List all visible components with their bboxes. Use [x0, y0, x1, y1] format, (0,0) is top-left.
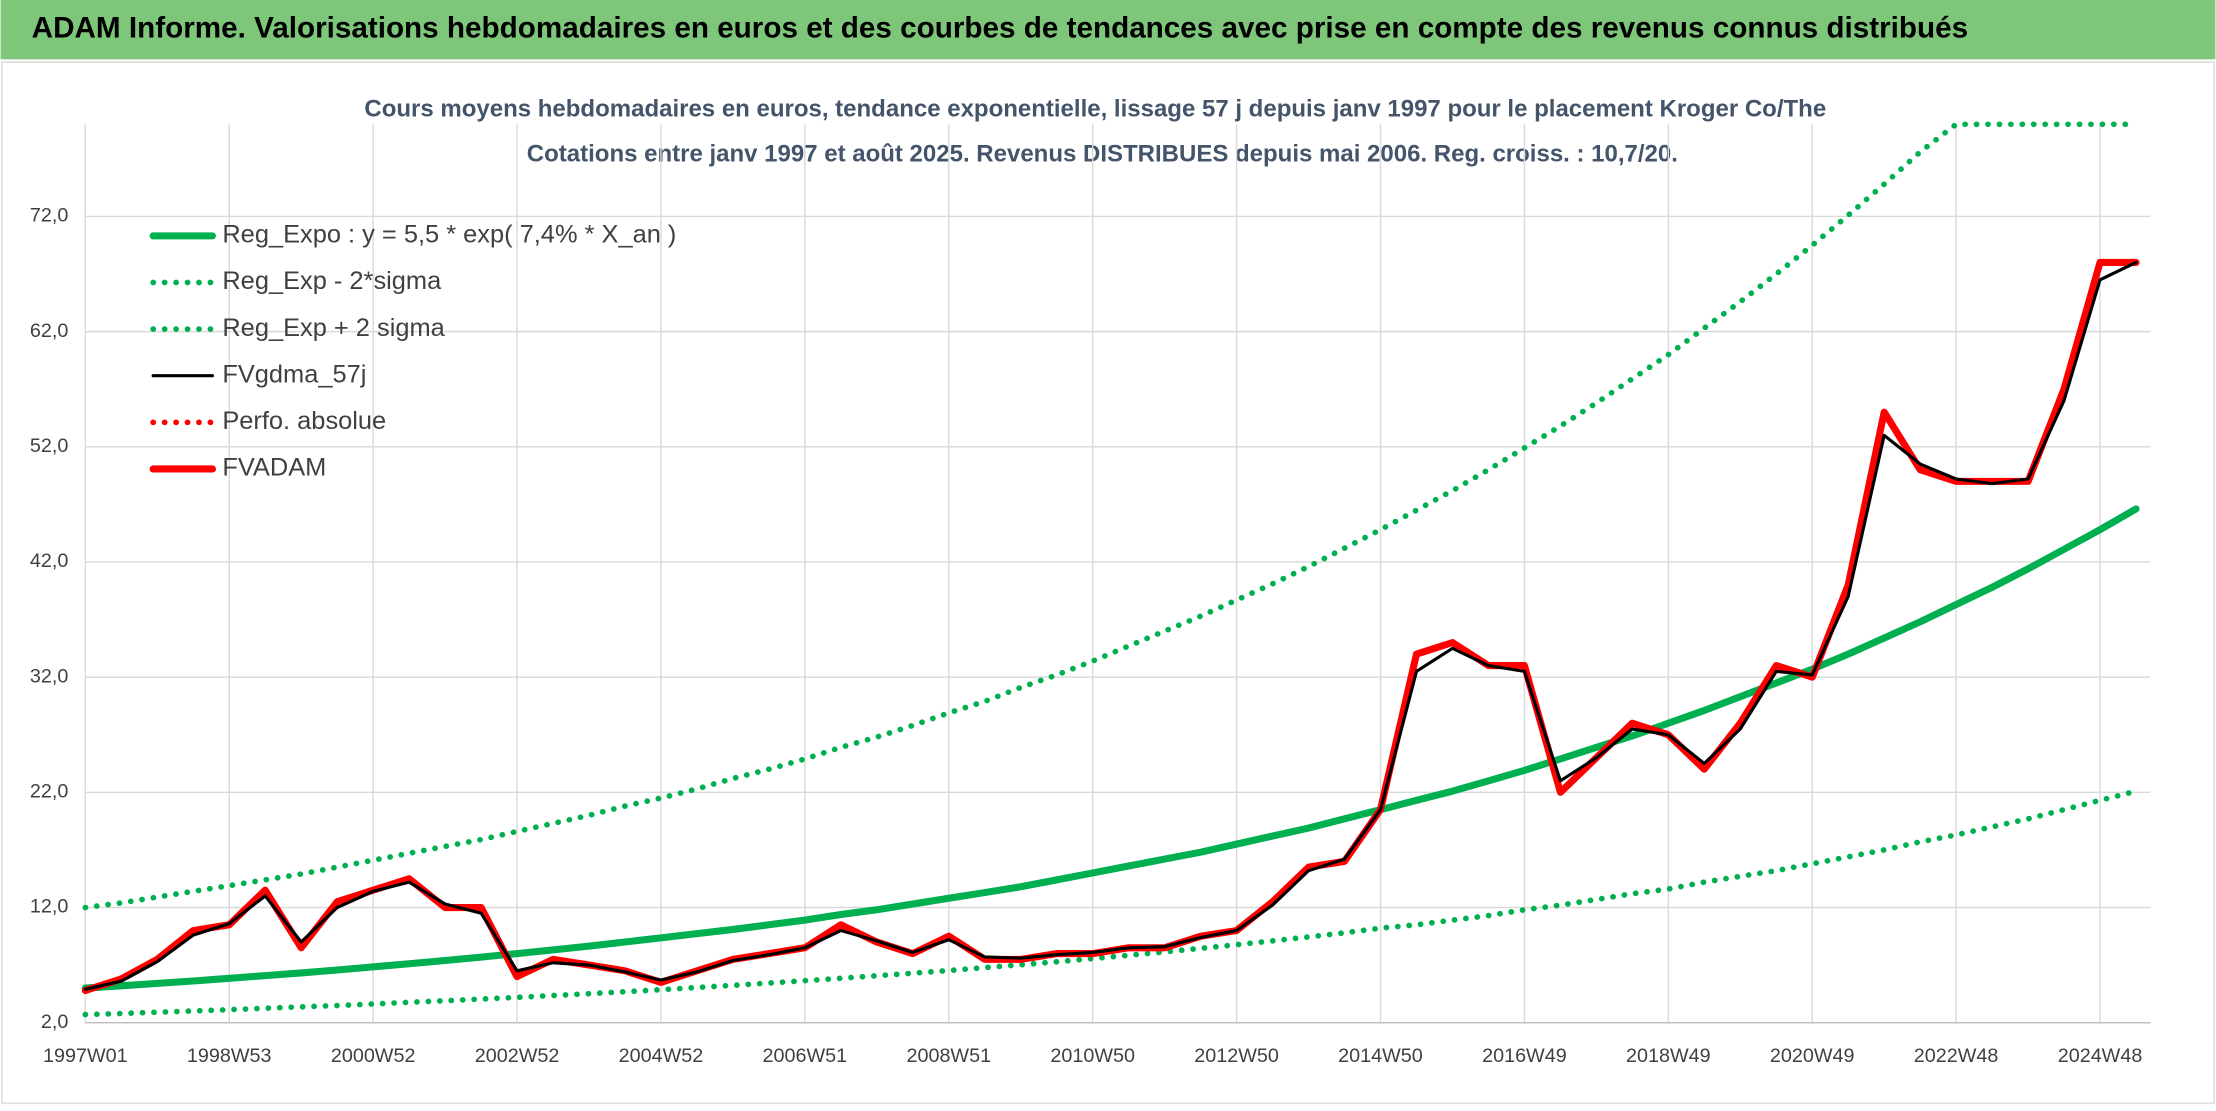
y-tick-label: 72,0 — [30, 205, 68, 227]
x-tick-label: 2016W49 — [1482, 1045, 1567, 1067]
series-line — [82, 788, 2139, 1018]
x-tick-label: 2014W50 — [1338, 1045, 1423, 1067]
x-tick-label: 2022W48 — [1914, 1045, 1999, 1067]
series-line — [81, 505, 2140, 992]
y-tick-label: 32,0 — [30, 665, 68, 687]
x-tick-label: 2004W52 — [619, 1045, 704, 1067]
grid: 2,0 12,0 22,0 32,0 42,0 52,0 62,0 72,0 1997W01 19… — [30, 124, 2151, 1067]
y-tick-label: 2,0 — [41, 1011, 68, 1033]
y-tick-label: 62,0 — [30, 320, 68, 342]
legend: Reg_Expo : y = 5,5 * exp( 7,4% * X_an ) R… — [149, 221, 676, 482]
y-tick-label: 22,0 — [30, 781, 68, 803]
y-tick-label: 42,0 — [30, 550, 68, 572]
x-tick-label: 2010W50 — [1050, 1045, 1135, 1067]
chart-frame — [1, 61, 2215, 1104]
x-tick-label: 1998W53 — [187, 1045, 272, 1067]
x-tick-label: 1997W01 — [43, 1045, 128, 1067]
y-tick-label: 12,0 — [30, 896, 68, 918]
legend-label: FVADAM — [222, 454, 326, 482]
series-line — [83, 260, 2138, 991]
plot-area — [81, 121, 2140, 1018]
x-tick-label: 2020W49 — [1770, 1045, 1855, 1067]
x-tick-label: 2006W51 — [763, 1045, 848, 1067]
legend-label: Reg_Exp + 2 sigma — [222, 314, 445, 342]
legend-label: Reg_Expo : y = 5,5 * exp( 7,4% * X_an ) — [222, 221, 676, 249]
x-tick-label: 2024W48 — [2058, 1045, 2143, 1067]
chart-subtitle: Cotations entre janv 1997 et août 2025. … — [527, 141, 1678, 168]
x-tick-label: 2008W51 — [906, 1045, 991, 1067]
legend-label: FVgdma_57j — [222, 360, 366, 388]
y-tick-label: 52,0 — [30, 435, 68, 457]
header-band — [0, 0, 2216, 60]
x-tick-label: 2002W52 — [475, 1045, 560, 1067]
chart-title: Cours moyens hebdomadaires en euros, ten… — [364, 96, 1826, 123]
legend-label: Reg_Exp - 2*sigma — [222, 267, 442, 295]
header-title: ADAM Informe. Valorisations hebdomadaire… — [32, 11, 1969, 44]
x-tick-label: 2018W49 — [1626, 1045, 1711, 1067]
x-tick-label: 2000W52 — [331, 1045, 416, 1067]
legend-label: Perfo. absolue — [222, 407, 386, 435]
series-line — [82, 121, 2139, 911]
x-tick-label: 2012W50 — [1194, 1045, 1279, 1067]
